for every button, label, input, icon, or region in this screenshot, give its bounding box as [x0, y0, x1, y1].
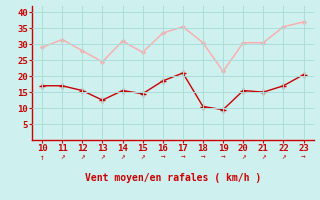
Text: ↗: ↗	[120, 152, 125, 162]
Text: ↗: ↗	[140, 152, 145, 162]
Text: →: →	[180, 152, 185, 162]
Text: →: →	[221, 152, 225, 162]
Text: ↗: ↗	[100, 152, 105, 162]
Text: ↗: ↗	[80, 152, 84, 162]
Text: ↗: ↗	[241, 152, 245, 162]
X-axis label: Vent moyen/en rafales ( km/h ): Vent moyen/en rafales ( km/h )	[85, 173, 261, 183]
Text: ↗: ↗	[60, 152, 65, 162]
Text: ↑: ↑	[40, 152, 44, 162]
Text: →: →	[201, 152, 205, 162]
Text: ↗: ↗	[261, 152, 266, 162]
Text: →: →	[160, 152, 165, 162]
Text: →: →	[301, 152, 306, 162]
Text: ↗: ↗	[281, 152, 286, 162]
